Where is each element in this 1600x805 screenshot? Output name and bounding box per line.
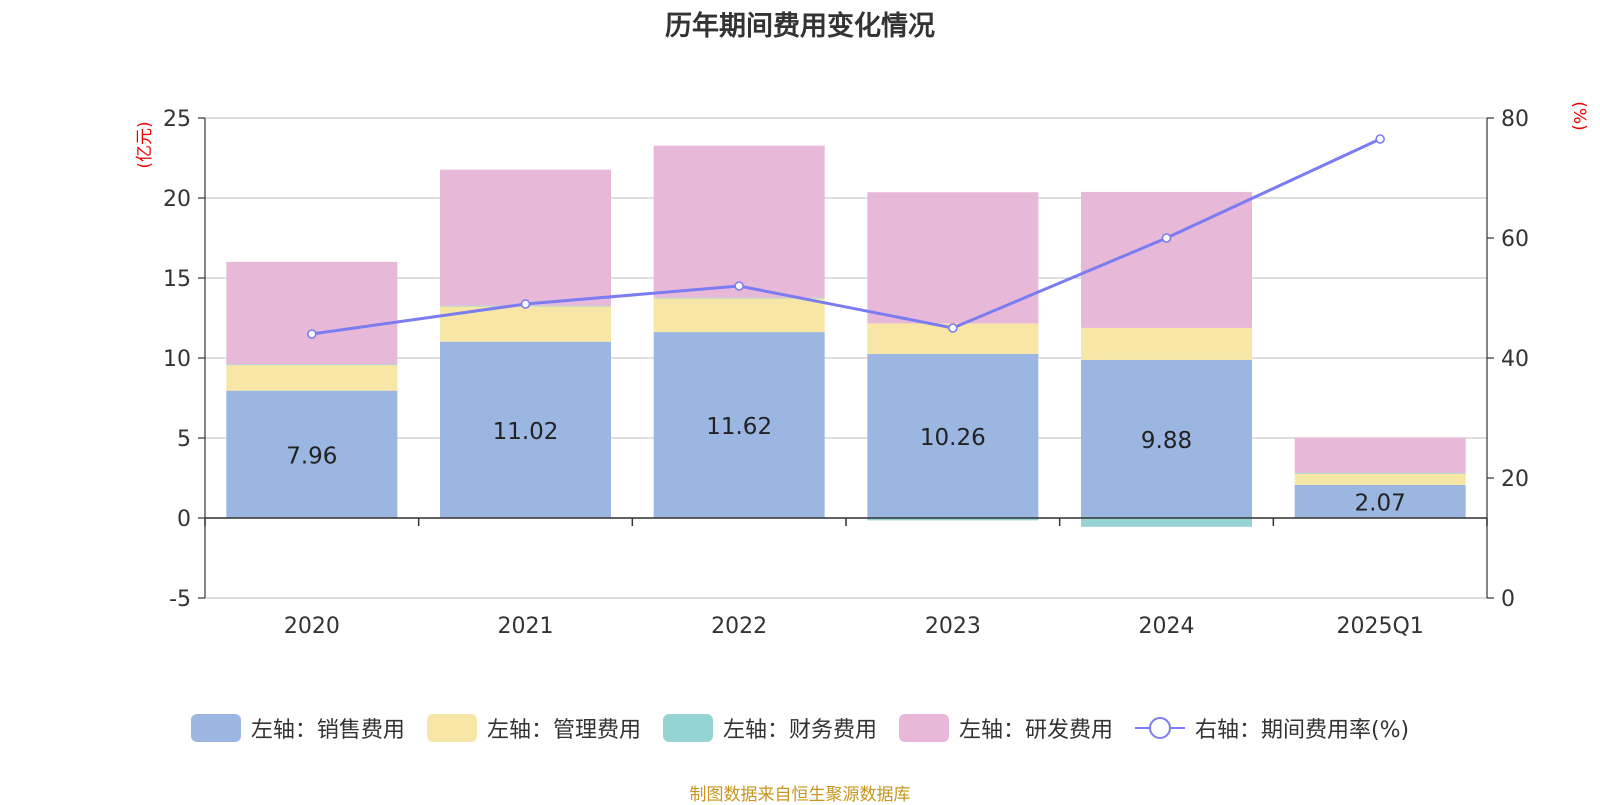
x-axis-tick-label: 2022 — [711, 614, 767, 639]
chart-canvas: -5 0 5 10 15 20 25 0 20 40 60 80 (亿元) (%) 2020 2021 2022… — [135, 101, 1589, 639]
legend-swatch — [426, 714, 477, 742]
bar-segment-rnd — [867, 192, 1039, 324]
legend-swatch — [190, 714, 241, 742]
data-label: 9.88 — [1141, 428, 1192, 454]
legend-label: 左轴：管理费用 — [486, 718, 641, 743]
right-axis-tick-label: 20 — [1501, 467, 1529, 492]
source-note: 制图数据来自恒生聚源数据库 — [689, 785, 911, 805]
x-axis-tick-label: 2024 — [1139, 614, 1195, 639]
x-axis-tick-label: 2020 — [284, 614, 340, 639]
bar-segment-finance — [867, 518, 1039, 521]
data-label: 7.96 — [286, 443, 337, 469]
bar-segment-admin — [226, 365, 398, 391]
chart-legend: 左轴：销售费用 左轴：管理费用 左轴：财务费用 左轴：研发费用 右轴：期间费用率(%) — [0, 712, 1600, 744]
left-axis-tick-label: 0 — [177, 507, 191, 532]
rate-line-point — [734, 281, 744, 291]
rate-line — [311, 137, 1381, 336]
x-axis-tick-label: 2021 — [498, 614, 554, 639]
x-axis-tick-label: 2025Q1 — [1337, 614, 1424, 639]
bar-segment-admin — [653, 298, 825, 333]
bar-segment-admin — [1294, 473, 1466, 485]
data-label: 10.26 — [920, 425, 986, 451]
data-label: 11.02 — [493, 419, 559, 445]
right-axis-tick-label: 60 — [1501, 227, 1529, 252]
bar-segment-finance — [226, 364, 398, 366]
bar-segment-sales — [1294, 484, 1466, 518]
bar-segment-finance — [1081, 518, 1252, 527]
bar-segment-finance — [1294, 472, 1466, 474]
legend-item[interactable]: 左轴：财务费用 — [662, 712, 877, 744]
bar-segment-finance — [653, 297, 825, 299]
right-axis-tick-label: 0 — [1501, 587, 1515, 612]
rate-line-point — [1375, 134, 1385, 144]
rate-line-point — [307, 329, 317, 339]
bar-segment-rnd — [226, 261, 398, 365]
legend-label: 右轴：期间费用率(%) — [1194, 718, 1410, 743]
legend-item[interactable]: 右轴：期间费用率(%) — [1134, 712, 1410, 744]
bar-segment-sales — [1081, 359, 1252, 518]
left-axis-tick-label: 25 — [163, 107, 191, 132]
bar-segment-rnd — [1294, 437, 1466, 473]
right-axis-tick-label: 80 — [1501, 107, 1529, 132]
rate-line-point — [948, 323, 958, 333]
legend-label: 左轴：研发费用 — [958, 718, 1113, 743]
data-label: 11.62 — [706, 414, 772, 440]
rate-line-point — [1161, 233, 1172, 243]
left-axis-tick-label: 20 — [163, 187, 191, 212]
bar-segment-rnd — [1081, 191, 1252, 328]
left-axis-tick-label: 10 — [163, 347, 191, 372]
legend-item[interactable]: 左轴：研发费用 — [898, 712, 1113, 744]
bar-segment-rnd — [440, 169, 611, 306]
legend-item[interactable]: 左轴：销售费用 — [190, 712, 405, 744]
bar-segment-sales — [226, 390, 398, 518]
legend-label: 左轴：财务费用 — [722, 718, 877, 743]
data-label: 2.07 — [1355, 490, 1406, 516]
legend-swatch — [898, 714, 949, 742]
left-axis-tick-label: 5 — [177, 427, 191, 452]
right-axis-unit-label: (%) — [1569, 101, 1589, 130]
left-axis-unit-label: (亿元) — [135, 121, 155, 168]
left-axis-tick-label: 15 — [163, 267, 191, 292]
bar-segment-sales — [867, 353, 1039, 518]
rate-line-point — [520, 299, 531, 309]
bar-segment-rnd — [653, 145, 825, 298]
legend-item[interactable]: 左轴：管理费用 — [426, 712, 641, 744]
legend-line-icon — [1134, 717, 1185, 739]
legend-label: 左轴：销售费用 — [250, 718, 405, 743]
right-axis-tick-label: 40 — [1501, 347, 1529, 372]
legend-swatch — [662, 714, 713, 742]
bar-segment-admin — [1081, 327, 1252, 360]
bar-segment-sales — [440, 341, 611, 518]
x-axis-tick-label: 2023 — [925, 614, 981, 639]
left-axis-tick-label: -5 — [169, 587, 191, 612]
chart-title: 历年期间费用变化情况 — [665, 11, 935, 42]
bar-segment-sales — [653, 332, 825, 518]
